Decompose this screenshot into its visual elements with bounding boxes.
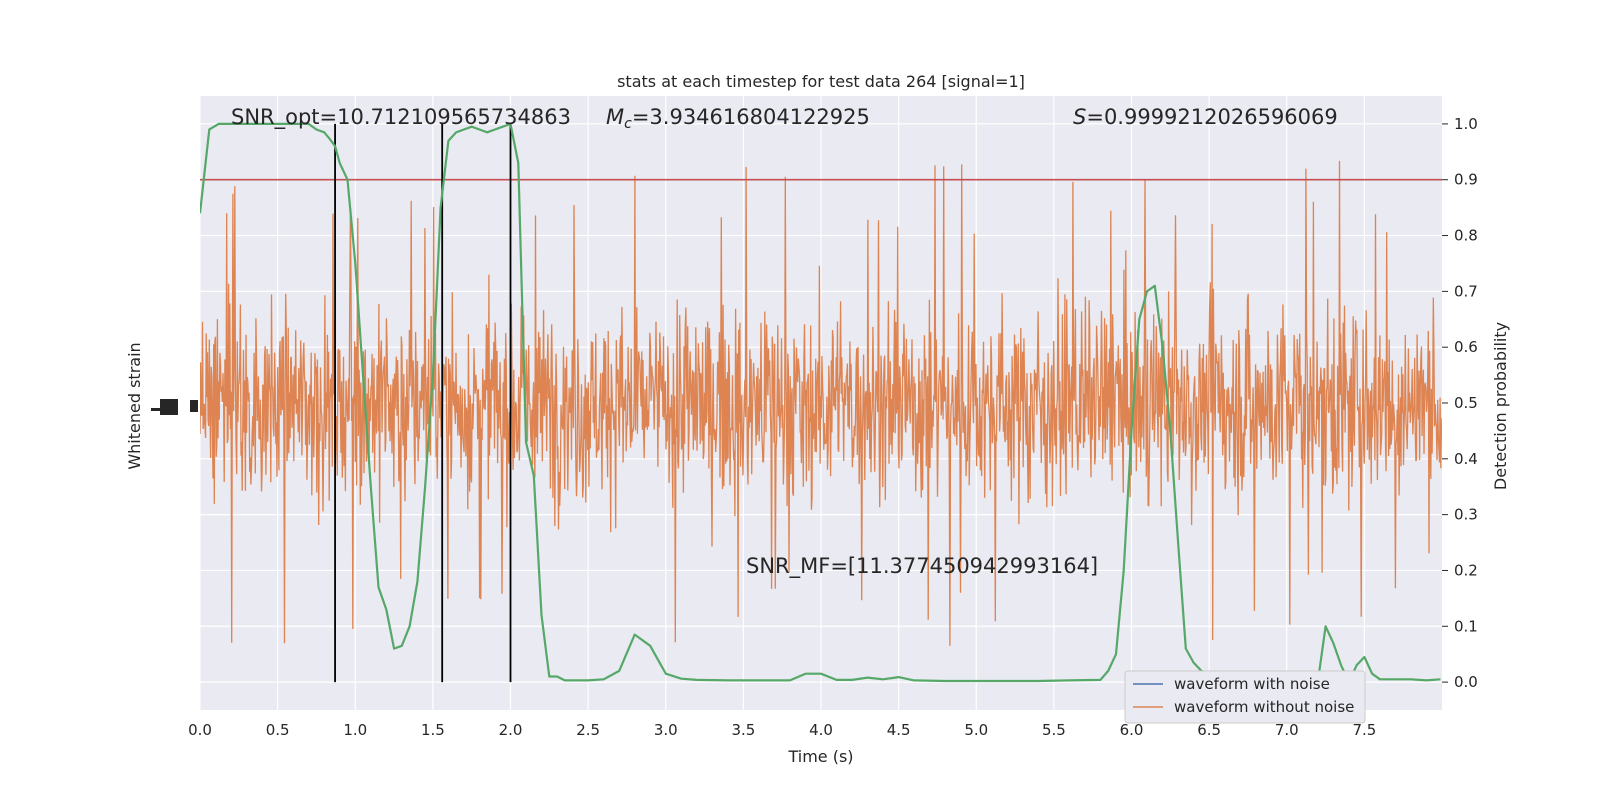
chirp-mass-subscript: c: [624, 116, 632, 132]
x-tick-label: 3.5: [731, 721, 755, 739]
x-tick-label: 4.5: [887, 721, 911, 739]
chart-title: stats at each timestep for test data 264…: [617, 72, 1025, 91]
x-tick-label: 1.0: [343, 721, 367, 739]
right-tick-labels: 0.0 0.1 0.2 0.3 0.4 0.5 0.6 0.7 0.8 0.9 1.0: [1442, 115, 1478, 691]
right-tick-label: 0.7: [1454, 282, 1478, 300]
left-axis-label: Whitened strain: [125, 342, 144, 469]
vertical-markers: [334, 123, 512, 683]
x-tick-label: 5.5: [1042, 721, 1066, 739]
strain-line: [200, 160, 1442, 646]
x-axis-label: Time (s): [787, 747, 853, 766]
x-tick-label: 7.0: [1275, 721, 1299, 739]
x-tick-label: 2.5: [576, 721, 600, 739]
right-tick-label: 0.5: [1454, 394, 1478, 412]
x-tick-label: 6.0: [1120, 721, 1144, 739]
right-axis-label: Detection probability: [1491, 322, 1510, 490]
right-tick-label: 0.6: [1454, 338, 1478, 356]
right-tick-label: 0.4: [1454, 450, 1478, 468]
x-tick-label: 5.0: [964, 721, 988, 739]
right-tick-label: 0.9: [1454, 171, 1478, 189]
right-tick-label: 0.8: [1454, 227, 1478, 245]
snr-opt-annotation: SNR_opt=10.712109565734863: [231, 105, 571, 130]
s-value: =0.9999212026596069: [1086, 105, 1337, 129]
x-tick-label: 7.5: [1352, 721, 1376, 739]
left-axis-artifact: [151, 399, 198, 415]
x-tick-label: 4.0: [809, 721, 833, 739]
right-tick-label: 0.2: [1454, 561, 1478, 579]
x-tick-label: 6.5: [1197, 721, 1221, 739]
s-symbol: S: [1073, 105, 1086, 129]
legend-box: [1124, 670, 1366, 724]
left-tick-blob-2: [151, 408, 163, 411]
left-tick-blob: [160, 399, 178, 415]
right-tick-label: 0.1: [1454, 617, 1478, 635]
chirp-mass-value: =3.934616804122925: [632, 105, 870, 129]
legend: waveform with noise waveform without noi…: [1124, 670, 1366, 724]
x-tick-label: 2.0: [499, 721, 523, 739]
legend-label-1: waveform without noise: [1174, 698, 1354, 716]
left-tick-blob-3: [190, 400, 198, 412]
x-tick-label: 0.0: [188, 721, 212, 739]
right-tick-label: 0.3: [1454, 506, 1478, 524]
strain-series: [200, 160, 1442, 646]
x-tick-label: 1.5: [421, 721, 445, 739]
chirp-mass-symbol: M: [606, 105, 624, 129]
chirp-mass-annotation: Mc=3.934616804122925: [606, 105, 870, 132]
x-tick-label: 0.5: [266, 721, 290, 739]
right-tick-label: 1.0: [1454, 115, 1478, 133]
right-tick-label: 0.0: [1454, 673, 1478, 691]
x-tick-labels: 0.0 0.5 1.0 1.5 2.0 2.5 3.0 3.5 4.0 4.5 5.0 5.5 6.0 6…: [188, 721, 1376, 739]
x-tick-label: 3.0: [654, 721, 678, 739]
s-annotation: S=0.9999212026596069: [1073, 105, 1338, 129]
snr-mf-annotation: SNR_MF=[11.377450942993164]: [746, 554, 1098, 579]
legend-label-0: waveform with noise: [1174, 675, 1330, 693]
